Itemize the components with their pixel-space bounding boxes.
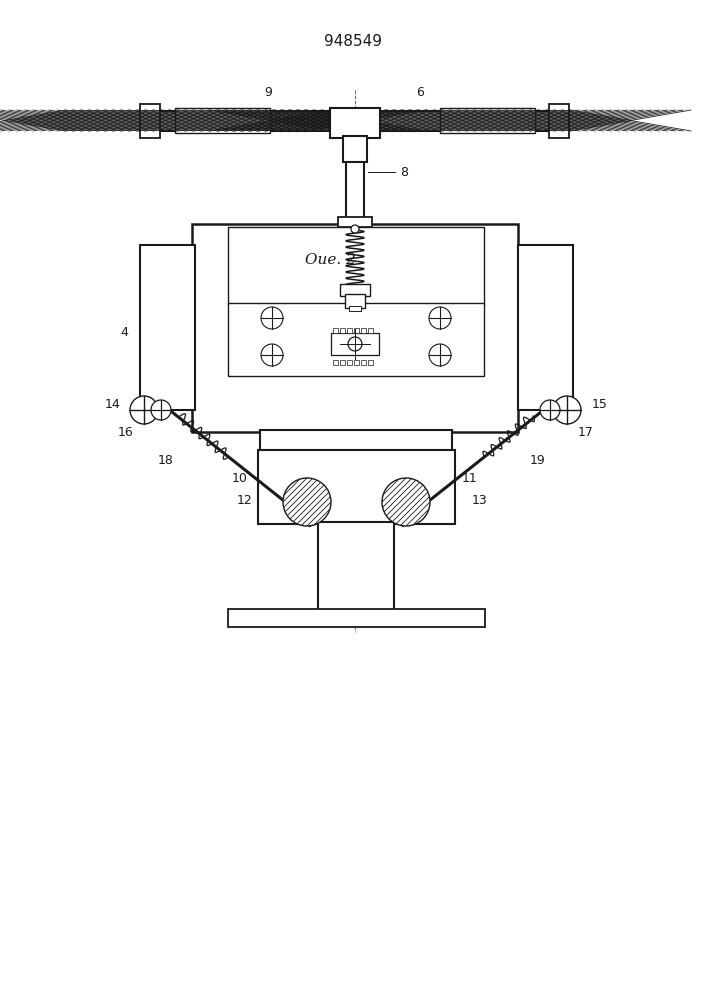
Circle shape: [540, 400, 560, 420]
Bar: [340, 328, 345, 333]
Circle shape: [351, 225, 359, 233]
Bar: [349, 306, 361, 311]
Circle shape: [130, 396, 158, 424]
Bar: [140, 245, 195, 410]
Bar: [228, 303, 484, 376]
Bar: [368, 328, 373, 333]
Bar: [331, 333, 379, 355]
Bar: [258, 450, 455, 524]
Circle shape: [261, 307, 283, 329]
Bar: [260, 430, 452, 453]
Circle shape: [151, 400, 171, 420]
Bar: [361, 328, 366, 333]
Text: 17: 17: [578, 426, 594, 438]
Bar: [347, 328, 352, 333]
Text: 18: 18: [158, 454, 174, 466]
Circle shape: [429, 307, 451, 329]
Bar: [518, 245, 573, 410]
Text: Oue. 2: Oue. 2: [305, 253, 356, 267]
Bar: [343, 136, 367, 162]
Bar: [368, 360, 373, 365]
Bar: [346, 160, 364, 220]
Circle shape: [553, 396, 581, 424]
Text: 15: 15: [592, 397, 608, 410]
Bar: [347, 360, 352, 365]
Text: 16: 16: [117, 426, 133, 438]
Circle shape: [382, 478, 430, 526]
Bar: [354, 328, 359, 333]
Bar: [440, 108, 535, 133]
Text: 12: 12: [237, 493, 252, 506]
Text: 19: 19: [530, 454, 546, 466]
Text: 9: 9: [264, 86, 272, 99]
Bar: [333, 360, 338, 365]
Text: 4: 4: [120, 326, 128, 338]
Text: 14: 14: [104, 397, 120, 410]
Text: 13: 13: [472, 493, 488, 506]
Text: 8: 8: [400, 165, 408, 178]
Bar: [175, 108, 270, 133]
Bar: [318, 522, 394, 620]
Circle shape: [261, 344, 283, 366]
Text: 11: 11: [462, 472, 478, 485]
Circle shape: [283, 478, 331, 526]
Bar: [330, 108, 380, 138]
Text: 948549: 948549: [324, 34, 382, 49]
Bar: [354, 360, 359, 365]
Bar: [228, 609, 485, 627]
Text: 6: 6: [416, 86, 424, 99]
Circle shape: [429, 344, 451, 366]
Bar: [155, 111, 555, 131]
Text: 10: 10: [232, 472, 248, 485]
Bar: [340, 284, 370, 296]
Bar: [549, 104, 569, 138]
Bar: [345, 294, 365, 308]
Bar: [333, 328, 338, 333]
Circle shape: [348, 337, 362, 351]
Bar: [338, 217, 372, 227]
Bar: [340, 360, 345, 365]
Bar: [228, 227, 484, 305]
Bar: [361, 360, 366, 365]
Bar: [140, 104, 160, 138]
Bar: [192, 224, 518, 432]
